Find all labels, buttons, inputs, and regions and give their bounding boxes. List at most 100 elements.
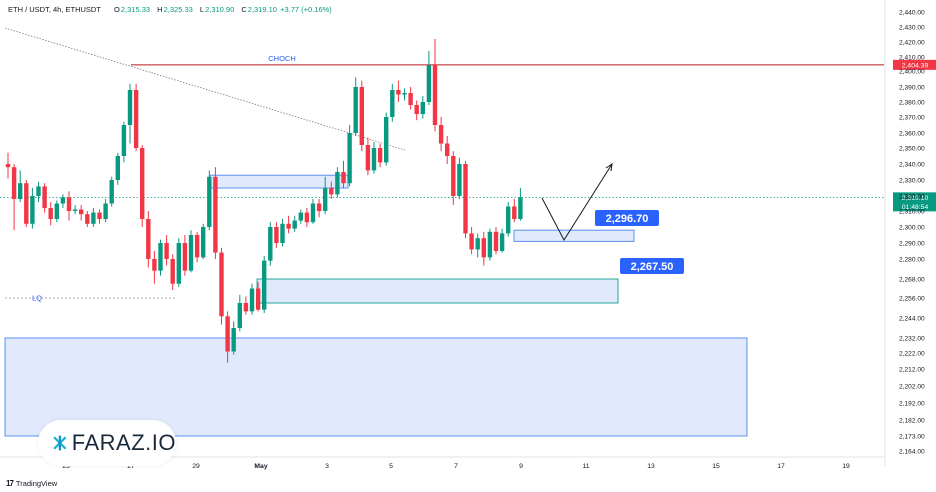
candle-body	[146, 219, 151, 259]
candle-body	[5, 164, 11, 168]
candle	[365, 137, 371, 176]
y-tick-label: 2,268.00	[899, 277, 925, 284]
y-tick-label: 2,256.00	[899, 296, 925, 303]
low-value: 2,310.90	[205, 5, 235, 14]
candle-body	[359, 87, 364, 145]
candle	[194, 231, 200, 263]
candle	[499, 228, 505, 253]
candle	[115, 152, 120, 185]
candle-body	[121, 125, 127, 156]
lq-label: LQ	[32, 294, 42, 303]
candle-body	[463, 164, 468, 234]
candle-body	[30, 196, 35, 224]
candle-body	[481, 238, 486, 258]
candle	[518, 188, 523, 221]
candle-body	[499, 233, 505, 251]
y-tick-label: 2,164.00	[899, 449, 925, 456]
candle	[133, 83, 139, 152]
descending-trendline	[4, 27, 406, 151]
candle-body	[353, 87, 358, 133]
y-tick-label: 2,390.00	[899, 85, 925, 92]
candle	[481, 231, 486, 266]
candle	[42, 183, 47, 213]
candle	[140, 145, 145, 227]
candle-body	[24, 183, 29, 224]
candle-body	[18, 183, 23, 199]
candle	[262, 255, 267, 313]
choch-price-tag-bg	[893, 59, 936, 70]
candle-body	[426, 65, 432, 102]
symbol-label[interactable]: ETH / USDT, 4h, ETHUSDT	[8, 5, 101, 14]
y-tick-label: 2,182.00	[899, 418, 925, 425]
y-tick-label: 2,320.00	[899, 194, 925, 201]
x-tick-label: 27	[127, 463, 135, 470]
candle-body	[164, 243, 169, 259]
x-tick-label: 25	[62, 463, 70, 470]
candle-body	[512, 206, 517, 219]
annotations: CHOCH LQ 2,296.70 2,267.50 2,404.39 2,319.10 0…	[32, 54, 936, 303]
candle-body	[445, 143, 450, 156]
candle-body	[201, 227, 206, 258]
candle	[11, 164, 17, 231]
candle	[493, 227, 499, 255]
y-tick-label: 2,420.00	[899, 40, 925, 47]
candle-body	[329, 188, 334, 195]
target-tag-2267-bg	[620, 258, 684, 274]
y-tick-label: 2,350.00	[899, 146, 925, 153]
candle-body	[103, 203, 108, 219]
candle-body	[432, 65, 438, 125]
y-tick-label: 2,410.00	[899, 55, 925, 62]
x-tick-label: 19	[842, 463, 850, 470]
last-price-tag-text: 2,319.10	[902, 195, 929, 202]
candle-body	[396, 90, 401, 95]
ohlc-header: ETH / USDT, 4h, ETHUSDT O2,315.33 H2,325…	[8, 5, 332, 14]
candle	[396, 80, 401, 102]
y-tick-label: 2,192.00	[899, 401, 925, 408]
candle	[109, 176, 114, 207]
x-tick-label: 7	[454, 463, 458, 470]
candle-body	[11, 167, 17, 199]
candle	[219, 247, 224, 325]
candle	[146, 211, 151, 268]
candle	[231, 321, 236, 355]
candle	[164, 235, 169, 266]
candle-body	[127, 90, 133, 125]
candle-body	[109, 180, 114, 204]
candle-body	[231, 328, 236, 352]
candlestick-series	[5, 39, 523, 363]
candle-body	[140, 148, 145, 219]
candle	[512, 199, 517, 223]
choch-price-tag: 2,404.39	[893, 59, 936, 70]
last-price-tag: 2,319.10 01:48:54	[893, 192, 936, 212]
candle-body	[225, 316, 230, 352]
candle-body	[60, 197, 66, 204]
candle-body	[341, 172, 346, 184]
candle	[310, 199, 316, 224]
candle	[298, 209, 303, 224]
price-axis[interactable]: 2,440.00 2,430.00 2,420.00 2,410.00 2,400.00…	[899, 10, 925, 456]
candle-body	[176, 243, 181, 284]
candle	[36, 181, 41, 202]
candle-body	[518, 197, 523, 219]
candle-body	[152, 259, 157, 271]
candle	[445, 136, 450, 164]
candle	[85, 211, 90, 227]
brand-name: FARAZ.IO	[71, 430, 176, 455]
candle	[475, 233, 480, 258]
target-tag-2296: 2,296.70	[595, 210, 659, 226]
y-tick-label: 2,300.00	[899, 225, 925, 232]
time-axis[interactable]: 25 27 29 May 3 5 7 9 11 13 15 17 19	[62, 463, 850, 470]
candle-body	[213, 176, 218, 253]
candle-body	[323, 188, 328, 211]
x-tick-label: 11	[582, 463, 589, 470]
demand-zone-2267	[256, 278, 619, 304]
demand-zones	[4, 174, 748, 437]
candle-body	[85, 214, 90, 224]
candle	[207, 170, 212, 231]
tradingview-footer[interactable]: 17 TradingView	[6, 479, 57, 488]
candle-body	[182, 243, 188, 271]
candle-body	[335, 172, 340, 195]
candle-body	[506, 206, 511, 234]
big-demand-zone	[4, 337, 748, 437]
